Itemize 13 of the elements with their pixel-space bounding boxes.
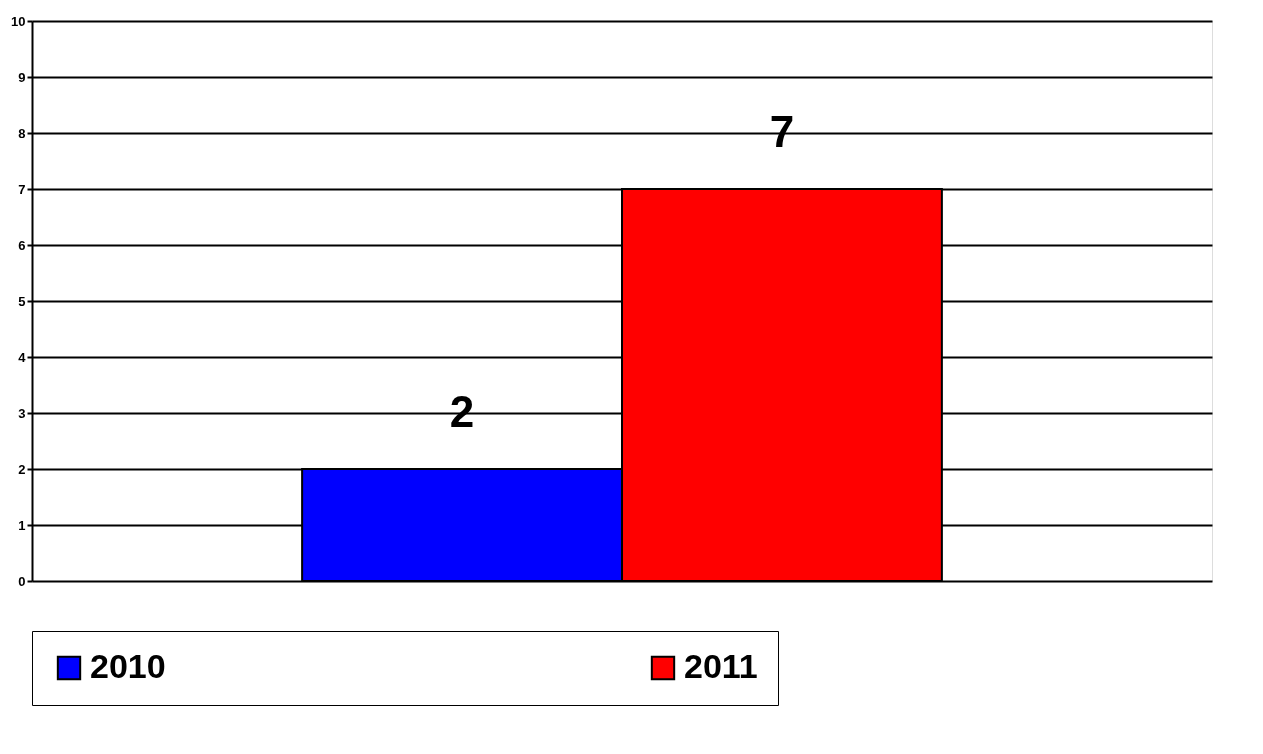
y-tick-label: 2 <box>18 461 26 477</box>
y-tick-label: 3 <box>18 405 26 421</box>
y-tick-label: 4 <box>18 349 27 365</box>
legend-label: 2010 <box>90 647 166 685</box>
y-tick-label: 9 <box>18 69 26 85</box>
y-tick-label: 10 <box>11 13 26 29</box>
y-tick-label: 7 <box>18 181 26 197</box>
y-tick-label: 8 <box>18 125 26 141</box>
y-tick-label: 6 <box>18 237 26 253</box>
legend-label: 2011 <box>684 647 758 685</box>
y-tick-label: 0 <box>18 573 26 589</box>
y-tick-label: 1 <box>18 517 26 533</box>
y-tick-label: 5 <box>18 293 26 309</box>
